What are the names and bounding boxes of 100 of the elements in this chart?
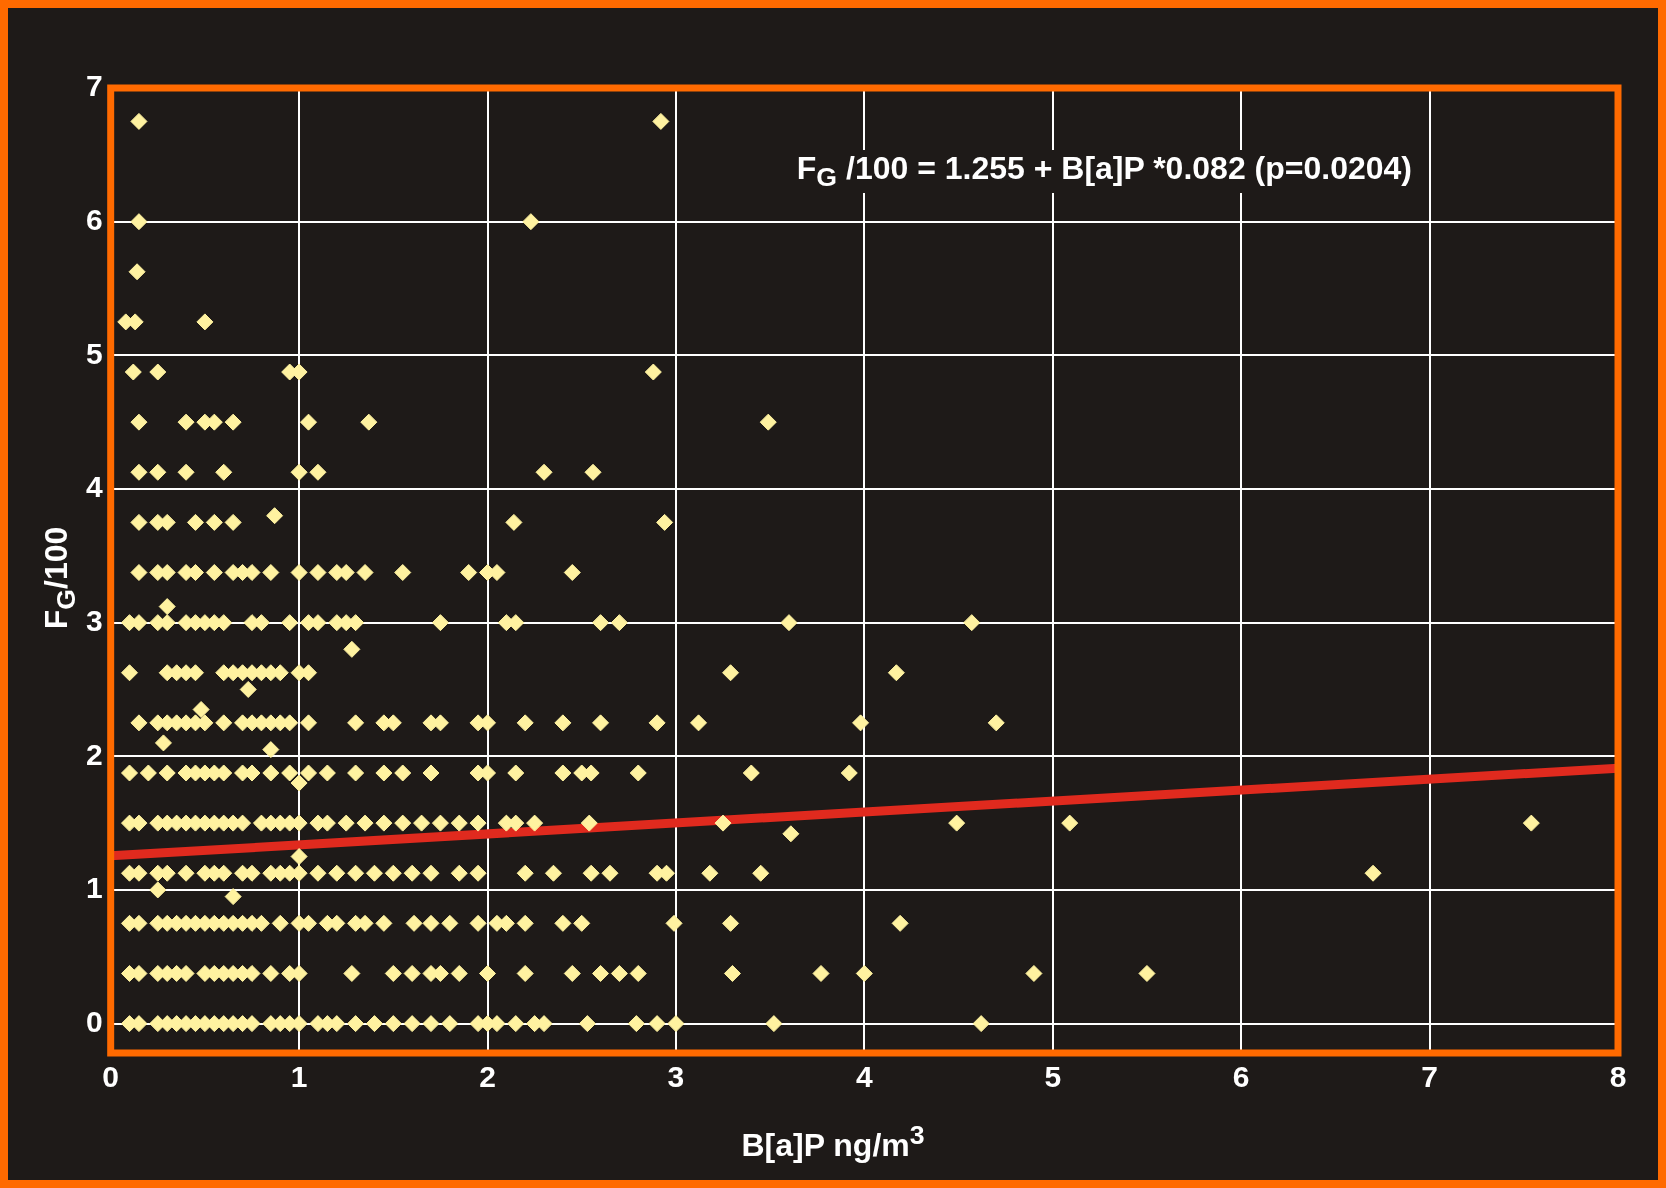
point — [403, 964, 421, 982]
y-tick-label: 6 — [86, 202, 103, 236]
point — [139, 764, 157, 782]
point — [337, 814, 355, 832]
point — [422, 914, 440, 932]
point — [1522, 814, 1540, 832]
point — [450, 864, 468, 882]
point — [224, 413, 242, 431]
point — [765, 1015, 783, 1033]
point — [752, 864, 770, 882]
point — [300, 764, 318, 782]
point — [290, 463, 308, 481]
point — [522, 213, 540, 231]
point — [742, 764, 760, 782]
y-tick-label: 7 — [86, 69, 103, 103]
x-tick-label: 6 — [1232, 1060, 1250, 1094]
point — [309, 864, 327, 882]
x-tick-label: 1 — [290, 1060, 308, 1094]
point — [271, 914, 289, 932]
point — [840, 764, 858, 782]
point — [554, 914, 572, 932]
point — [648, 1015, 666, 1033]
y-tick-label: 2 — [86, 737, 103, 771]
point — [469, 864, 487, 882]
point — [648, 714, 666, 732]
point — [343, 640, 361, 658]
point — [309, 564, 327, 582]
x-tick-label: 8 — [1609, 1060, 1627, 1094]
x-tick-label: 2 — [479, 1060, 496, 1094]
point — [130, 112, 148, 130]
annotation: F$_{G}$ /100 = 1.255 + B[a]P *0.082 (p=0.0204) — [790, 150, 1418, 194]
point — [722, 664, 740, 682]
point — [629, 964, 647, 982]
point — [215, 463, 233, 481]
point — [149, 881, 167, 899]
point — [281, 764, 299, 782]
x-tick-label: 7 — [1421, 1060, 1438, 1094]
point — [507, 764, 525, 782]
point — [262, 964, 280, 982]
point — [1138, 964, 1156, 982]
point — [177, 463, 195, 481]
point — [887, 664, 905, 682]
point — [177, 864, 195, 882]
point — [780, 614, 798, 632]
point — [347, 864, 365, 882]
point — [149, 463, 167, 481]
x-tick-label: 3 — [667, 1060, 685, 1094]
point — [516, 914, 534, 932]
point — [507, 1015, 525, 1033]
point — [554, 764, 572, 782]
y-tick-label: 3 — [86, 603, 103, 637]
point — [627, 1015, 645, 1033]
point — [130, 714, 148, 732]
point — [1025, 964, 1043, 982]
point — [205, 513, 223, 531]
point — [972, 1015, 990, 1033]
x-axis-title: B[a]P ng/m$^{3}$ — [740, 1120, 926, 1164]
point — [290, 774, 308, 792]
point — [460, 564, 478, 582]
point — [441, 1015, 459, 1033]
point — [405, 914, 423, 932]
point — [224, 513, 242, 531]
point — [130, 513, 148, 531]
y-tick-label: 4 — [86, 470, 103, 504]
point — [365, 864, 383, 882]
point — [309, 463, 327, 481]
point — [224, 888, 242, 906]
point — [644, 363, 662, 381]
point — [290, 564, 308, 582]
point — [394, 814, 412, 832]
point — [431, 614, 449, 632]
point — [356, 564, 374, 582]
point — [578, 1015, 596, 1033]
point — [592, 964, 610, 982]
point — [891, 914, 909, 932]
point — [812, 964, 830, 982]
point — [130, 213, 148, 231]
point — [262, 564, 280, 582]
point — [610, 614, 628, 632]
point — [563, 564, 581, 582]
point — [656, 513, 674, 531]
point — [535, 463, 553, 481]
point — [505, 513, 523, 531]
point — [300, 714, 318, 732]
point — [526, 814, 544, 832]
point — [158, 598, 176, 616]
point — [121, 764, 139, 782]
point — [262, 764, 280, 782]
point — [652, 112, 670, 130]
point — [281, 614, 299, 632]
point — [328, 864, 346, 882]
point — [479, 964, 497, 982]
point — [196, 313, 214, 331]
x-tick-label: 4 — [856, 1060, 873, 1094]
point — [441, 914, 459, 932]
point — [544, 864, 562, 882]
point — [394, 564, 412, 582]
point — [554, 714, 572, 732]
point — [375, 914, 393, 932]
point — [563, 964, 581, 982]
